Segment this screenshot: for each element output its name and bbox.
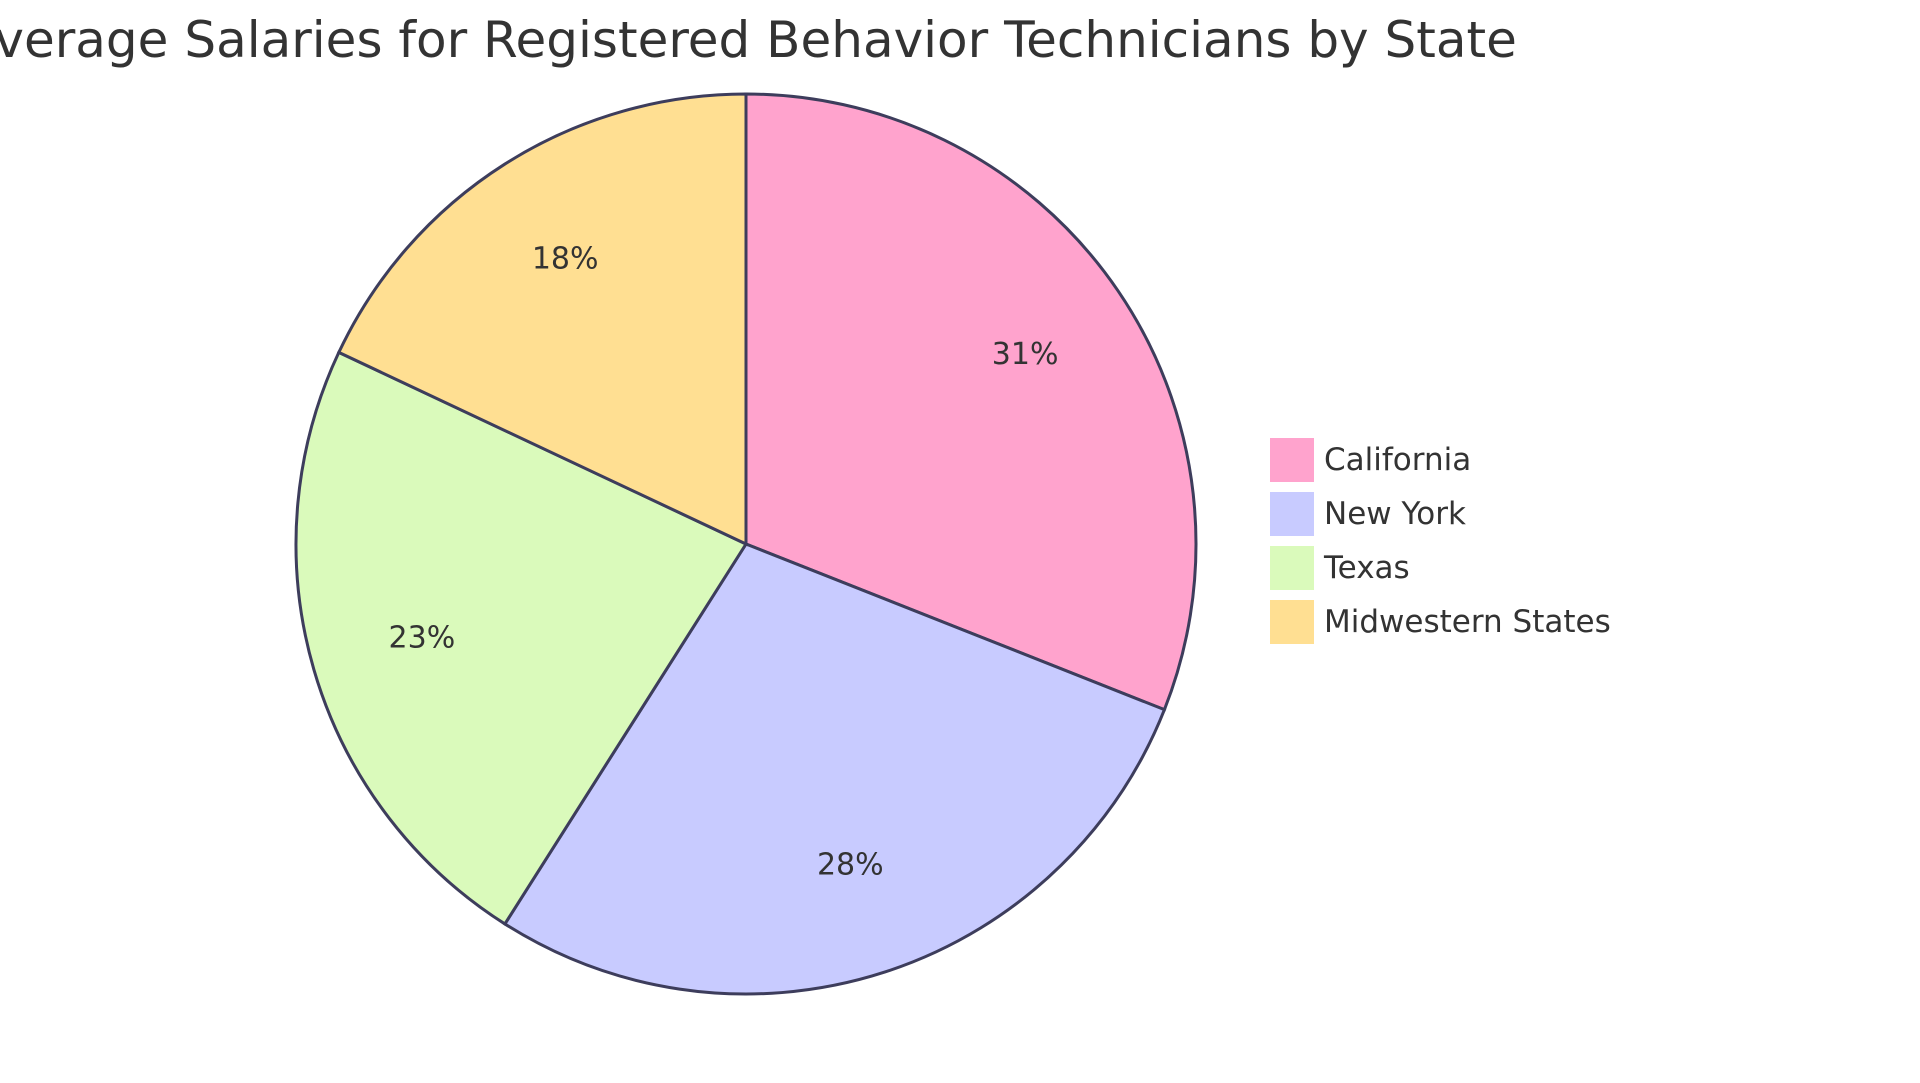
legend-label-texas: Texas (1323, 550, 1410, 586)
chart-title: Average Salaries for Registered Behavior… (0, 11, 1517, 69)
legend-swatch-california (1270, 438, 1314, 482)
legend-label-midwestern-states: Midwestern States (1324, 604, 1611, 640)
pie-slice-label-texas: 23% (389, 621, 456, 656)
legend: California New York Texas Midwestern States (1270, 438, 1611, 644)
legend-label-california: California (1324, 442, 1471, 478)
pie-slice-label-california: 31% (992, 337, 1059, 372)
pie-slice-label-new-york: 28% (817, 847, 884, 882)
pie-slices (294, 92, 1198, 996)
pie-slice-california (744, 92, 1198, 712)
legend-swatch-texas (1270, 546, 1314, 590)
legend-label-new-york: New York (1324, 496, 1466, 532)
pie-slice-labels: 31% 28% 23% 18% (389, 242, 1059, 883)
pie-slice-texas (294, 350, 749, 927)
legend-swatch-midwestern-states (1270, 600, 1314, 644)
pie-slice-label-midwestern-states: 18% (532, 242, 599, 277)
legend-swatch-new-york (1270, 492, 1314, 536)
pie-slice-new-york (502, 542, 1167, 996)
pie-slice-midwestern-states (336, 92, 748, 547)
